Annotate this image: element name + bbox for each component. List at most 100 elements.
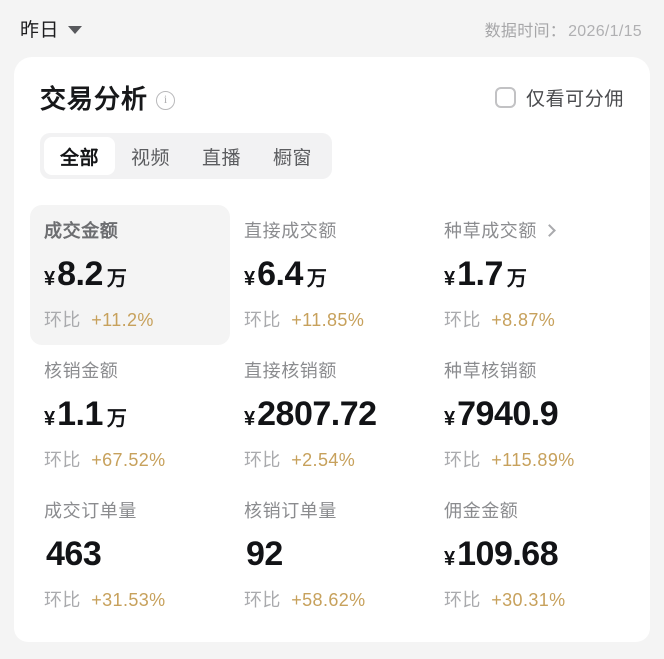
metric-value: ¥ 109.68	[444, 535, 618, 574]
metric-card-redeemed-order-count[interactable]: 核销订单量 92 环比 +58.62%	[230, 485, 430, 625]
data-timestamp-value: 2026/1/15	[568, 22, 642, 40]
metric-label: 种草成交额	[444, 217, 618, 243]
metric-compare: 环比 +67.52%	[44, 446, 218, 472]
metric-label-text: 直接成交额	[244, 221, 337, 241]
metric-number: 109.68	[457, 535, 559, 573]
metric-label-text: 种草核销额	[444, 361, 537, 381]
metric-label: 成交订单量	[44, 497, 218, 523]
metric-label-text: 成交订单量	[44, 501, 137, 521]
page-title: 交易分析	[40, 84, 149, 114]
metric-card-direct-redeemed[interactable]: 直接核销额 ¥ 2807.72 环比 +2.54%	[230, 345, 430, 485]
metric-label-text: 直接核销额	[244, 361, 337, 381]
metric-value: ¥ 2807.72	[244, 395, 418, 434]
metric-unit: 万	[306, 268, 327, 290]
tab-all[interactable]: 全部	[44, 137, 116, 175]
metric-label: 种草核销额	[444, 357, 618, 383]
metric-value: ¥ 7940.9	[444, 395, 618, 434]
metric-compare: 环比 +115.89%	[444, 446, 618, 472]
metric-compare: 环比 +8.87%	[444, 306, 618, 332]
metric-card-order-count[interactable]: 成交订单量 463 环比 +31.53%	[30, 485, 230, 625]
compare-label: 环比	[244, 590, 281, 610]
compare-delta: +30.31%	[491, 590, 566, 610]
metric-card-direct-gmv[interactable]: 直接成交额 ¥ 6.4 万 环比 +11.85%	[230, 205, 430, 345]
metric-compare: 环比 +11.2%	[44, 306, 218, 332]
metric-number: 1.1	[57, 395, 103, 433]
compare-delta: +58.62%	[291, 590, 366, 610]
compare-label: 环比	[444, 590, 481, 610]
metric-card-seeding-redeemed[interactable]: 种草核销额 ¥ 7940.9 环比 +115.89%	[430, 345, 630, 485]
metric-label-text: 佣金金额	[444, 501, 519, 521]
metric-unit: 万	[106, 268, 127, 290]
metric-label-text: 核销金额	[44, 361, 119, 381]
card-header: 交易分析 仅看可分佣	[14, 79, 650, 116]
metric-label: 佣金金额	[444, 497, 618, 523]
compare-label: 环比	[44, 590, 81, 610]
currency-symbol: ¥	[44, 268, 56, 290]
currency-symbol: ¥	[244, 268, 256, 290]
metric-label: 直接成交额	[244, 217, 418, 243]
metric-number: 7940.9	[457, 395, 559, 433]
compare-delta: +11.2%	[91, 310, 154, 330]
compare-label: 环比	[44, 450, 81, 470]
currency-symbol: ¥	[44, 408, 56, 430]
metric-value: ¥ 1.7 万	[444, 255, 618, 294]
compare-label: 环比	[444, 450, 481, 470]
channel-tabs[interactable]: 全部 视频 直播 橱窗	[40, 133, 333, 179]
compare-label: 环比	[244, 310, 281, 330]
metric-card-redeemed-amount[interactable]: 核销金额 ¥ 1.1 万 环比 +67.52%	[30, 345, 230, 485]
info-circle-icon[interactable]	[156, 90, 176, 110]
top-bar: 昨日 数据时间： 2026/1/15	[0, 0, 664, 57]
metric-label-text: 成交金额	[44, 221, 119, 241]
currency-symbol: ¥	[244, 408, 256, 430]
chevron-down-icon	[68, 26, 83, 34]
compare-delta: +8.87%	[491, 310, 556, 330]
metric-compare: 环比 +2.54%	[244, 446, 418, 472]
trade-analysis-card: 交易分析 仅看可分佣 全部 视频 直播 橱窗 成交金额 ¥ 8.2 万 环比 +…	[14, 57, 650, 642]
metric-number: 1.7	[457, 255, 503, 293]
metric-number: 6.4	[257, 255, 303, 293]
metric-number: 92	[246, 535, 283, 573]
metric-label: 直接核销额	[244, 357, 418, 383]
metric-number: 8.2	[57, 255, 103, 293]
compare-delta: +67.52%	[91, 450, 166, 470]
commission-filter-checkbox[interactable]: 仅看可分佣	[494, 84, 624, 111]
commission-filter-label: 仅看可分佣	[525, 89, 624, 110]
metric-number: 2807.72	[257, 395, 377, 433]
currency-symbol: ¥	[444, 408, 456, 430]
metric-label-text: 种草成交额	[444, 221, 537, 241]
metric-compare: 环比 +30.31%	[444, 586, 618, 612]
compare-delta: +2.54%	[291, 450, 356, 470]
compare-label: 环比	[44, 310, 81, 330]
tab-showcase[interactable]: 橱窗	[273, 147, 313, 169]
data-timestamp: 数据时间： 2026/1/15	[485, 17, 642, 41]
metric-value: ¥ 1.1 万	[44, 395, 218, 434]
checkbox-box-icon[interactable]	[494, 87, 516, 108]
date-range-dropdown[interactable]: 昨日	[20, 15, 83, 42]
metric-value: ¥ 8.2 万	[44, 255, 218, 294]
metric-label: 核销金额	[44, 357, 218, 383]
currency-symbol: ¥	[444, 548, 456, 570]
metric-label: 核销订单量	[244, 497, 418, 523]
metric-value: 463	[44, 535, 218, 574]
compare-delta: +11.85%	[291, 310, 365, 330]
metric-value: ¥ 6.4 万	[244, 255, 418, 294]
data-timestamp-label: 数据时间：	[484, 22, 567, 40]
metric-compare: 环比 +58.62%	[244, 586, 418, 612]
metric-unit: 万	[506, 268, 527, 290]
metric-card-seeding-gmv[interactable]: 种草成交额 ¥ 1.7 万 环比 +8.87%	[430, 205, 630, 345]
metric-card-commission-amount[interactable]: 佣金金额 ¥ 109.68 环比 +30.31%	[430, 485, 630, 625]
chevron-right-icon[interactable]	[543, 223, 556, 237]
currency-symbol: ¥	[444, 268, 456, 290]
metric-compare: 环比 +11.85%	[244, 306, 418, 332]
metric-card-gmv[interactable]: 成交金额 ¥ 8.2 万 环比 +11.2%	[30, 205, 230, 345]
compare-label: 环比	[244, 450, 281, 470]
metric-value: 92	[244, 535, 418, 574]
metric-number: 463	[46, 535, 102, 573]
metric-label-text: 核销订单量	[244, 501, 337, 521]
metric-unit: 万	[106, 408, 127, 430]
tab-live[interactable]: 直播	[202, 147, 242, 169]
compare-delta: +115.89%	[491, 450, 575, 470]
metrics-grid: 成交金额 ¥ 8.2 万 环比 +11.2% 直接成交额 ¥ 6.4 万	[30, 205, 634, 625]
metric-label: 成交金额	[44, 217, 218, 243]
tab-video[interactable]: 视频	[131, 147, 171, 169]
